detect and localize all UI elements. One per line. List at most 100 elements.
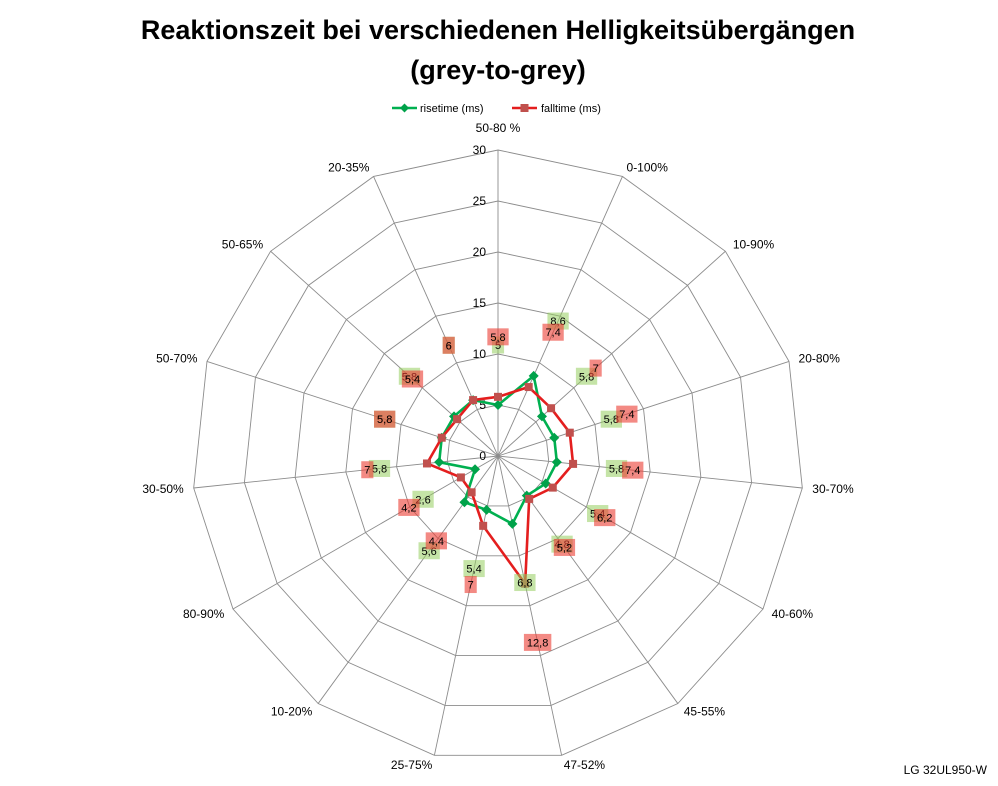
data-label-box: [622, 461, 644, 479]
legend: risetime (ms) falltime (ms): [392, 103, 601, 115]
data-point-risetime: [549, 432, 560, 443]
data-label-box: [523, 633, 552, 651]
category-label: 50-80 %: [476, 121, 521, 135]
data-label-text: 5,8: [490, 332, 505, 344]
axis-tick-label: 5: [479, 398, 486, 412]
data-point-risetime: [540, 478, 551, 489]
data-point-falltime: [569, 459, 578, 468]
legend-item-falltime: falltime (ms): [512, 103, 601, 115]
data-label-falltime: 12,8: [523, 633, 552, 651]
data-label-text: 5,8: [604, 414, 619, 426]
data-label-text: 7: [593, 363, 599, 375]
data-label-falltime: 7: [464, 576, 477, 594]
data-label-box: [589, 359, 602, 377]
grid-ring: [294, 251, 702, 656]
data-label-box: [368, 459, 391, 477]
category-label: 20-35%: [328, 160, 370, 174]
data-point-risetime: [536, 411, 547, 422]
data-label-box: [361, 461, 374, 479]
data-point-falltime: [467, 488, 476, 497]
legend-label-falltime: falltime (ms): [541, 103, 601, 115]
chart-title-line-2: (grey-to-grey): [410, 55, 586, 85]
data-point-risetime: [470, 464, 481, 475]
grid-ring: [446, 404, 550, 507]
data-label-box: [425, 532, 447, 550]
data-label-falltime: 5,2: [553, 538, 576, 556]
data-point-falltime: [469, 396, 478, 405]
data-point-falltime: [479, 521, 488, 530]
category-labels: 50-80 % 0-100% 10-90% 20-80% 30-70% 40-60% 45-…: [142, 121, 854, 772]
grid-ring: [345, 302, 651, 607]
category-label: 0-100%: [627, 160, 669, 174]
data-label-box: [401, 370, 424, 388]
data-label-text: 7,4: [619, 409, 634, 421]
axis-tick-label: 30: [473, 143, 487, 157]
data-label-text: 7,4: [625, 465, 640, 477]
data-label-text: 7: [468, 580, 474, 592]
footnote-model-name: LG 32UL950-W: [904, 763, 988, 777]
data-point-risetime: [481, 504, 492, 515]
data-label-falltime: 5,8: [374, 410, 396, 428]
data-point-falltime: [548, 483, 557, 492]
legend-marker-diamond-icon: [400, 103, 409, 113]
data-label-falltime: 5,4: [401, 370, 424, 388]
category-label: 20-80%: [799, 351, 841, 365]
data-label-text: 7: [364, 465, 370, 477]
category-label: 40-60%: [772, 607, 814, 621]
data-label-text: 5,8: [609, 463, 624, 475]
data-label-text: 6,8: [517, 578, 532, 590]
legend-marker-square-icon: [520, 104, 529, 112]
data-label-falltime: 4,2: [398, 498, 420, 516]
category-label: 47-52%: [564, 758, 606, 772]
axis-tick-label: 10: [473, 347, 487, 361]
data-label-text: 4,4: [429, 536, 444, 548]
data-label-text: 7,4: [545, 327, 560, 339]
data-label-text: 5: [495, 340, 501, 352]
data-label-text: 6: [446, 340, 452, 352]
data-label-text: 4,2: [401, 502, 416, 514]
series-line-risetime: [437, 374, 559, 526]
data-label-box: [616, 405, 638, 423]
data-label-box: [374, 410, 396, 428]
category-label: 30-70%: [812, 482, 854, 496]
data-label-falltime: 6,2: [594, 509, 616, 527]
data-label-box: [398, 498, 420, 516]
data-label-text: 5,4: [466, 564, 481, 576]
data-label-falltime: 7,4: [542, 323, 564, 341]
data-point-falltime: [494, 392, 502, 401]
data-label-text: 5,8: [372, 463, 387, 475]
data-label-falltime: 6: [442, 336, 455, 354]
data-label-box: [542, 323, 564, 341]
data-label-risetime: 5,8: [605, 459, 628, 477]
data-label-box: [514, 574, 536, 592]
axis-tick-label: 20: [473, 245, 487, 259]
data-label-falltime: 4,4: [425, 532, 447, 550]
data-point-risetime: [551, 457, 562, 468]
axis-tick-label: 25: [473, 194, 487, 208]
data-label-text: 5,4: [405, 374, 420, 386]
data-point-falltime: [547, 404, 556, 413]
data-point-risetime: [434, 457, 445, 468]
grid-ring: [243, 200, 753, 706]
legend-label-risetime: risetime (ms): [420, 103, 484, 115]
data-label-box: [442, 336, 455, 354]
category-label: 50-65%: [222, 238, 264, 252]
radar-grid: [193, 149, 803, 756]
data-point-falltime: [437, 433, 446, 442]
category-label: 10-20%: [271, 705, 313, 719]
grid-ring: [396, 353, 600, 557]
data-label-box: [464, 576, 477, 594]
radial-axis-ticks: 0 5 10 15 20 25 30: [473, 143, 487, 463]
series-line-falltime: [425, 385, 575, 586]
data-label-risetime: 5,4: [463, 560, 485, 578]
data-label-risetime: 5,8: [368, 459, 391, 477]
data-point-risetime: [528, 370, 539, 381]
category-label: 45-55%: [684, 705, 726, 719]
chart-title-line-1: Reaktionszeit bei verschiedenen Helligke…: [141, 15, 855, 45]
category-label: 30-50%: [142, 482, 184, 496]
data-point-risetime: [459, 497, 470, 508]
data-point-falltime: [456, 473, 465, 482]
data-label-falltime: 7: [589, 359, 602, 377]
axis-tick-label: 0: [479, 449, 486, 463]
